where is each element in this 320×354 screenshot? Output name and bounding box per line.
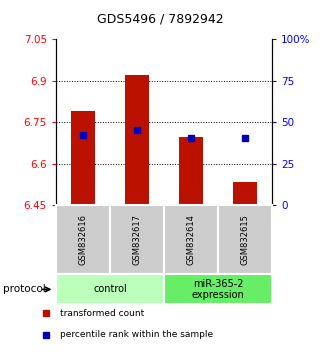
Bar xyxy=(110,205,164,274)
Text: miR-365-2
expression: miR-365-2 expression xyxy=(192,279,244,300)
Bar xyxy=(125,75,149,205)
Bar xyxy=(164,274,272,304)
Text: protocol: protocol xyxy=(3,284,46,295)
Bar xyxy=(179,137,203,205)
Text: percentile rank within the sample: percentile rank within the sample xyxy=(60,330,213,339)
Bar xyxy=(56,205,110,274)
Text: GSM832616: GSM832616 xyxy=(78,214,87,266)
Text: GDS5496 / 7892942: GDS5496 / 7892942 xyxy=(97,12,223,25)
Bar xyxy=(71,111,95,205)
Text: control: control xyxy=(93,284,127,295)
Text: transformed count: transformed count xyxy=(60,309,144,318)
Text: GSM832617: GSM832617 xyxy=(132,214,141,266)
Bar xyxy=(233,182,257,205)
Bar xyxy=(56,274,164,304)
Text: GSM832614: GSM832614 xyxy=(187,215,196,265)
Bar xyxy=(218,205,272,274)
Bar xyxy=(164,205,218,274)
Text: GSM832615: GSM832615 xyxy=(241,215,250,265)
